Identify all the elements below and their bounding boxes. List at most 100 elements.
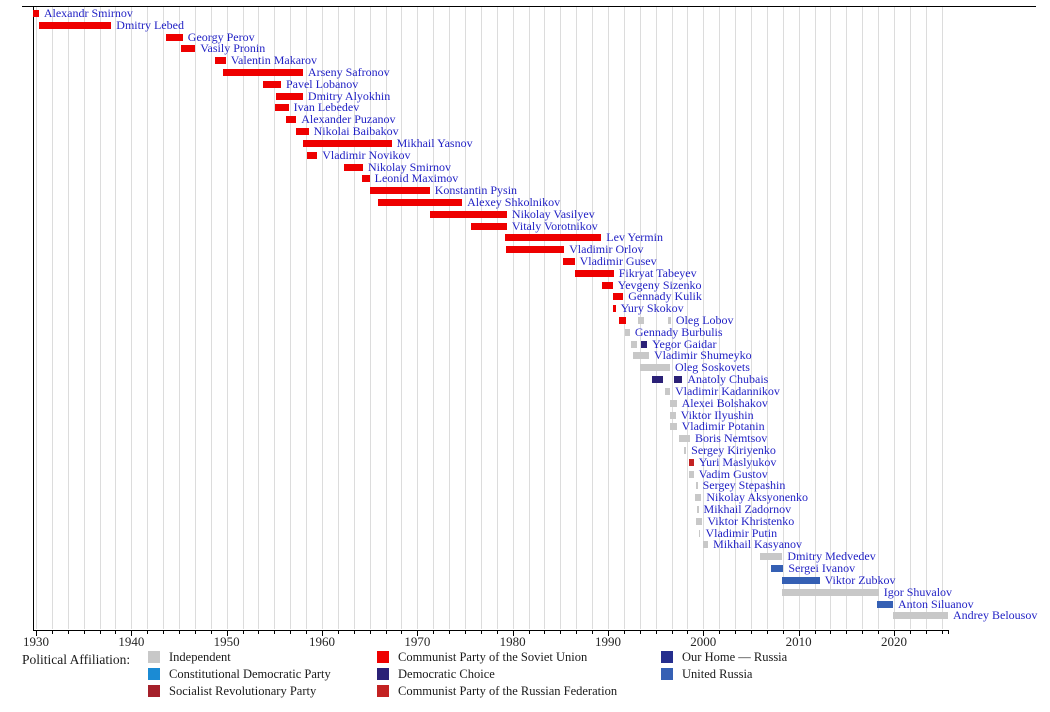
person-bar-segment	[678, 435, 690, 443]
gridline	[290, 7, 292, 629]
person-bar-segment	[689, 458, 694, 466]
person-label: Anatoly Chubais	[687, 372, 769, 387]
axis-major-tick	[893, 630, 895, 636]
gridline	[67, 7, 69, 629]
tick-label: 1930	[23, 634, 49, 649]
person-label: Alexandr Smirnov	[43, 6, 133, 20]
person-bar-segment	[689, 470, 694, 478]
person-bar-segment	[698, 529, 701, 537]
gridline	[893, 7, 895, 629]
person-bar-segment	[669, 423, 677, 431]
axis-minor-tick	[480, 630, 482, 634]
axis-minor-tick	[464, 630, 466, 634]
person-label: Sergei Ivanov	[788, 561, 856, 576]
person-label: Leonid Maximov	[374, 171, 459, 186]
gridline	[417, 7, 419, 629]
person-label: Dmitry Alyokhin	[307, 88, 391, 103]
gridline	[846, 7, 848, 629]
gridline	[687, 7, 689, 629]
tick-label: 1950	[213, 634, 240, 649]
person-bar-segment	[665, 387, 670, 395]
axis-minor-tick	[210, 630, 212, 634]
gridline	[496, 7, 498, 629]
axis-major-tick	[36, 630, 37, 636]
gridline	[401, 7, 403, 629]
person-bar-segment	[640, 364, 670, 372]
person-label: Boris Nemtsov	[694, 431, 768, 446]
person-label: Yury Skokov	[620, 301, 684, 316]
person-label: Igor Shuvalov	[883, 584, 953, 599]
person-bar-segment	[275, 104, 289, 112]
axis-minor-tick	[83, 630, 85, 634]
axis-minor-tick	[433, 630, 435, 634]
person-bar-segment	[694, 494, 702, 502]
person-bar-segment	[222, 69, 303, 77]
gridline	[433, 7, 435, 629]
person-label: Arseny Safronov	[307, 65, 390, 80]
person-bar-segment	[470, 222, 507, 230]
person-bar-segment	[180, 45, 196, 53]
person-bar-segment	[369, 187, 430, 195]
gridline	[750, 7, 752, 629]
person-bar-segment	[696, 506, 699, 514]
person-label: Vladimir Potanin	[681, 419, 765, 434]
gridline	[99, 7, 101, 629]
gridline	[480, 7, 482, 629]
axis-minor-tick	[385, 630, 387, 634]
axis-minor-tick	[401, 630, 403, 634]
person-label: Nikolay Vasilyev	[511, 206, 595, 221]
axis-minor-tick	[99, 630, 101, 634]
axis-minor-tick	[258, 630, 260, 634]
gridline	[671, 7, 673, 629]
axis-major-tick	[321, 630, 323, 636]
axis-major-tick	[798, 630, 800, 636]
person-bar-segment	[302, 139, 392, 147]
tick-label: 2000	[690, 634, 717, 649]
person-bar-segment	[703, 541, 709, 549]
axis-minor-tick	[782, 630, 784, 634]
person-label: Oleg Soskovets	[674, 360, 750, 375]
gridline	[655, 7, 657, 629]
person-bar-segment	[262, 80, 281, 88]
gridline	[782, 7, 784, 629]
axis-major-tick	[131, 630, 133, 636]
person-label: Lev Yermin	[606, 230, 663, 245]
person-bar-segment	[632, 352, 649, 360]
gridline	[703, 7, 705, 629]
axis-major-tick	[226, 630, 228, 636]
person-bar-segment	[684, 446, 687, 454]
person-label: Vladimir Gusev	[579, 254, 657, 268]
axis-minor-tick	[878, 630, 880, 634]
axis-minor-tick	[830, 630, 832, 634]
person-bar-segment	[285, 116, 297, 124]
axis-minor-tick	[719, 630, 721, 634]
axis-major-tick	[607, 630, 609, 636]
gridline	[512, 7, 514, 629]
gridline	[592, 7, 594, 629]
axis-minor-tick	[766, 630, 768, 634]
person-label: Dmitry Lebed	[116, 17, 184, 32]
person-label: Dmitry Medvedev	[787, 549, 876, 564]
person-label: Nikolai Baibakov	[313, 124, 399, 139]
gridline	[337, 7, 339, 629]
person-label: Viktor Ilyushin	[680, 407, 754, 422]
person-bar-segment	[638, 317, 645, 325]
axis-minor-tick	[194, 630, 196, 634]
person-bar-segment	[759, 553, 783, 561]
person-label: Pavel Lobanov	[285, 76, 359, 91]
person-bar-segment	[343, 163, 363, 171]
gridline	[576, 7, 578, 629]
person-bar-segment	[276, 92, 303, 100]
axis-end-tick	[948, 630, 949, 634]
axis-major-tick	[703, 630, 705, 636]
axis-major-tick	[417, 630, 419, 636]
gridline	[719, 7, 721, 629]
person-bar-segment	[619, 317, 627, 325]
gridline	[941, 7, 943, 629]
person-bar-segment	[612, 305, 616, 313]
person-bar-segment	[612, 293, 624, 301]
person-label: Sergey Stepashin	[702, 478, 786, 493]
person-bar-segment	[782, 588, 879, 596]
person-label: Viktor Khristenko	[707, 513, 795, 528]
